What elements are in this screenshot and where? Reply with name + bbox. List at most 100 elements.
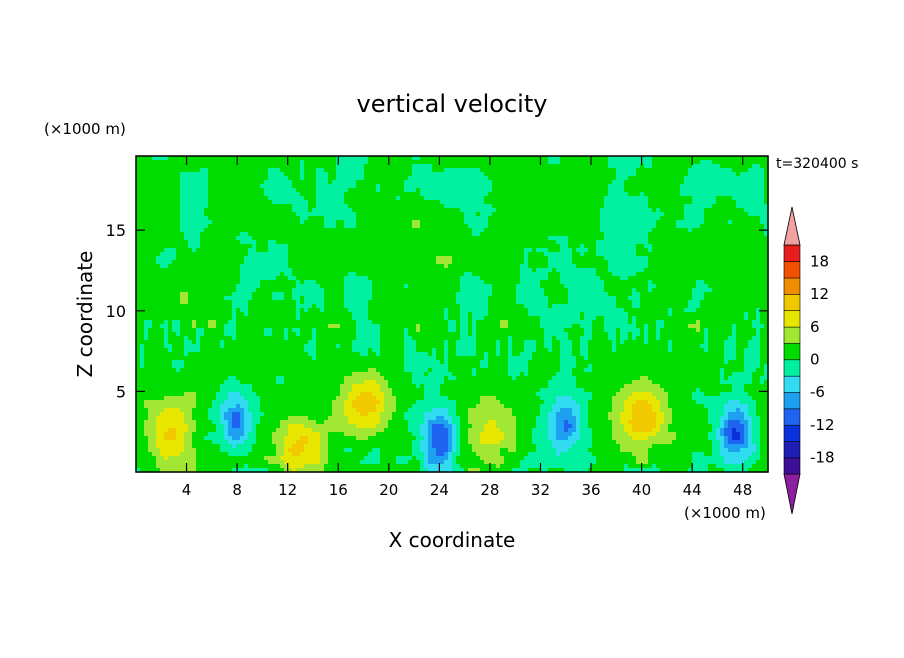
field-cell bbox=[624, 180, 629, 185]
field-cell bbox=[628, 212, 633, 217]
field-cell bbox=[684, 232, 689, 237]
field-cell bbox=[484, 276, 489, 281]
field-cell bbox=[580, 192, 585, 197]
field-cell bbox=[256, 248, 261, 253]
field-cell bbox=[316, 156, 321, 161]
field-cell bbox=[564, 200, 569, 205]
field-cell bbox=[548, 228, 553, 233]
field-cell bbox=[540, 212, 545, 217]
field-cell bbox=[412, 268, 417, 273]
field-cell bbox=[440, 232, 445, 237]
field-cell bbox=[444, 200, 449, 205]
field-cell bbox=[512, 188, 517, 193]
field-cell bbox=[520, 160, 525, 165]
field-cell bbox=[500, 240, 505, 245]
field-cell bbox=[368, 260, 373, 265]
field-cell bbox=[372, 252, 377, 257]
field-cell bbox=[164, 224, 169, 229]
field-cell bbox=[272, 244, 277, 249]
field-cell bbox=[536, 272, 541, 277]
field-cell bbox=[700, 204, 705, 209]
field-cell bbox=[700, 192, 705, 197]
field-cell bbox=[580, 232, 585, 237]
field-cell bbox=[164, 264, 169, 269]
field-cell bbox=[196, 200, 201, 205]
field-cell bbox=[560, 156, 565, 161]
field-cell bbox=[408, 208, 413, 213]
field-cell bbox=[512, 172, 517, 177]
field-cell bbox=[460, 268, 465, 273]
field-cell bbox=[652, 248, 657, 253]
field-cell bbox=[404, 248, 409, 253]
field-cell bbox=[336, 276, 341, 281]
field-cell bbox=[560, 196, 565, 201]
field-cell bbox=[756, 168, 761, 173]
field-cell bbox=[336, 252, 341, 257]
field-cell bbox=[160, 188, 165, 193]
field-cell bbox=[720, 272, 725, 277]
field-cell bbox=[740, 276, 745, 281]
field-cell bbox=[180, 172, 185, 177]
field-cell bbox=[208, 240, 213, 245]
field-cell bbox=[488, 176, 493, 181]
field-cell bbox=[392, 188, 397, 193]
field-cell bbox=[140, 172, 145, 177]
field-cell bbox=[612, 256, 617, 261]
field-cell bbox=[196, 228, 201, 233]
field-cell bbox=[152, 176, 157, 181]
field-cell bbox=[356, 208, 361, 213]
field-cell bbox=[672, 248, 677, 253]
field-cell bbox=[364, 176, 369, 181]
field-cell bbox=[140, 276, 145, 281]
field-cell bbox=[412, 248, 417, 253]
field-cell bbox=[296, 260, 301, 265]
field-cell bbox=[520, 248, 525, 253]
field-cell bbox=[732, 224, 737, 229]
field-cell bbox=[260, 184, 265, 189]
field-cell bbox=[744, 248, 749, 253]
field-cell bbox=[424, 244, 429, 249]
field-cell bbox=[484, 232, 489, 237]
field-cell bbox=[496, 228, 501, 233]
field-cell bbox=[208, 176, 213, 181]
field-cell bbox=[416, 252, 421, 257]
field-cell bbox=[756, 244, 761, 249]
field-cell bbox=[232, 232, 237, 237]
field-cell bbox=[300, 164, 305, 169]
field-cell bbox=[656, 228, 661, 233]
field-cell bbox=[308, 268, 313, 273]
field-cell bbox=[224, 172, 229, 177]
field-cell bbox=[236, 208, 241, 213]
field-cell bbox=[268, 264, 273, 269]
field-cell bbox=[536, 192, 541, 197]
field-cell bbox=[408, 276, 413, 281]
field-cell bbox=[356, 272, 361, 277]
field-cell bbox=[700, 276, 705, 281]
field-cell bbox=[388, 240, 393, 245]
field-cell bbox=[640, 176, 645, 181]
field-cell bbox=[148, 244, 153, 249]
field-cell bbox=[648, 164, 653, 169]
field-cell bbox=[660, 236, 665, 241]
field-cell bbox=[600, 244, 605, 249]
field-cell bbox=[544, 252, 549, 257]
field-cell bbox=[756, 176, 761, 181]
field-cell bbox=[240, 256, 245, 261]
field-cell bbox=[264, 188, 269, 193]
field-cell bbox=[532, 220, 537, 225]
field-cell bbox=[456, 216, 461, 221]
field-cell bbox=[588, 244, 593, 249]
field-cell bbox=[448, 180, 453, 185]
field-cell bbox=[724, 276, 729, 281]
field-cell bbox=[704, 204, 709, 209]
field-cell bbox=[244, 272, 249, 277]
field-cell bbox=[236, 192, 241, 197]
field-cell bbox=[536, 224, 541, 229]
field-cell bbox=[376, 280, 381, 285]
field-cell bbox=[348, 200, 353, 205]
field-cell bbox=[180, 188, 185, 193]
field-cell bbox=[172, 240, 177, 245]
field-cell bbox=[276, 280, 281, 285]
field-cell bbox=[432, 216, 437, 221]
field-cell bbox=[752, 268, 757, 273]
